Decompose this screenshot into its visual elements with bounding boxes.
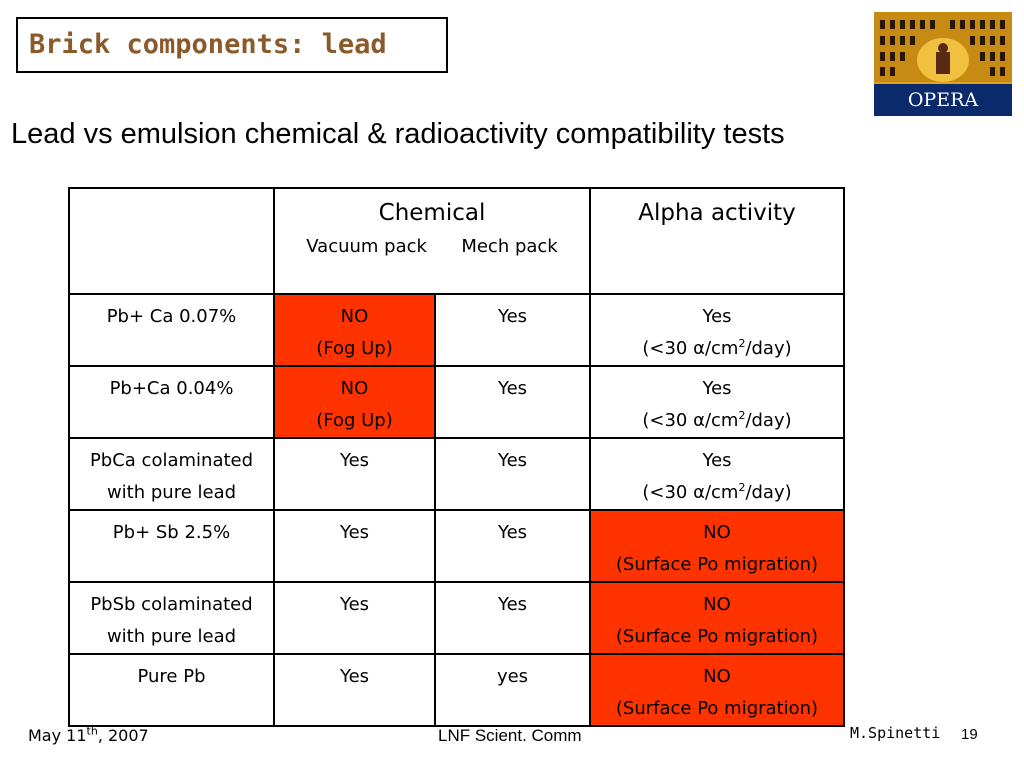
alpha-note-unit: /day) — [745, 338, 792, 359]
alpha-note-exponent: 2 — [738, 337, 746, 350]
header-alpha-activity: Alpha activity — [589, 187, 845, 295]
alpha-result: Yes — [702, 306, 732, 327]
vacuum-result: NO — [340, 306, 369, 327]
mech-result: Yes — [497, 450, 528, 471]
mech-result: Yes — [497, 306, 528, 327]
alpha-activity-cell: Yes (<30 α/cm2/day) — [589, 293, 845, 367]
alpha-activity-cell: NO (Surface Po migration) — [589, 581, 845, 655]
alpha-activity-cell: Yes (<30 α/cm2/day) — [589, 437, 845, 511]
sample-name: Pb+ Sb 2.5% — [112, 522, 231, 543]
mech-pack-cell: yes — [434, 653, 591, 727]
footer-date: May 11th, 2007 — [28, 726, 149, 745]
alpha-note-text: (<30 α/cm — [642, 410, 739, 431]
sample-cell: PbSb colaminated with pure lead — [68, 581, 275, 655]
alpha-note-text: (Surface Po migration) — [615, 698, 819, 719]
footer-date-day: May 11 — [28, 726, 87, 745]
header-chemical: Chemical Vacuum pack Mech pack — [273, 187, 591, 295]
alpha-note: (Surface Po migration) — [593, 549, 841, 581]
alpha-note: (<30 α/cm2/day) — [593, 333, 841, 365]
alpha-activity-cell: NO (Surface Po migration) — [589, 509, 845, 583]
sample-cell: PbCa colaminated with pure lead — [68, 437, 275, 511]
sample-name: Pb+ Ca 0.07% — [106, 306, 237, 327]
alpha-note: (Surface Po migration) — [593, 621, 841, 653]
sample-cell: Pb+ Ca 0.07% — [68, 293, 275, 367]
mech-result: yes — [496, 666, 529, 687]
vacuum-pack-cell: NO (Fog Up) — [273, 365, 436, 439]
page-number: 19 — [961, 726, 978, 743]
vacuum-result: Yes — [339, 666, 370, 687]
alpha-note-text: (<30 α/cm — [642, 338, 739, 359]
header-empty-cell — [68, 187, 275, 295]
vacuum-result: Yes — [339, 450, 370, 471]
mech-result: Yes — [497, 522, 528, 543]
mech-pack-cell: Yes — [434, 581, 591, 655]
table-header-row: Chemical Vacuum pack Mech pack Alpha act… — [68, 187, 845, 295]
vacuum-result: Yes — [339, 522, 370, 543]
vacuum-pack-cell: Yes — [273, 509, 436, 583]
sample-cell: Pure Pb — [68, 653, 275, 727]
vacuum-pack-cell: Yes — [273, 653, 436, 727]
alpha-note: (<30 α/cm2/day) — [593, 477, 841, 509]
alpha-activity-cell: NO (Surface Po migration) — [589, 653, 845, 727]
vacuum-note: (Fog Up) — [316, 338, 393, 359]
compatibility-table: Chemical Vacuum pack Mech pack Alpha act… — [68, 187, 845, 727]
header-subcolumns: Vacuum pack Mech pack — [277, 227, 587, 267]
sample-name: Pure Pb — [137, 666, 206, 687]
slide-title-box: Brick components: lead — [16, 17, 448, 73]
sample-cell: Pb+Ca 0.04% — [68, 365, 275, 439]
alpha-note-exponent: 2 — [738, 409, 746, 422]
alpha-note-text: (<30 α/cm — [642, 482, 739, 503]
footer-date-year: , 2007 — [97, 726, 149, 745]
sample-name: PbCa colaminated — [89, 450, 254, 471]
slide-subtitle: Lead vs emulsion chemical & radioactivit… — [11, 118, 785, 150]
table-row: Pb+ Ca 0.07% NO (Fog Up) Yes Yes (<30 α/cm2/d… — [68, 293, 845, 367]
logo-text: OPERA — [908, 89, 979, 111]
footer-event: LNF Scient. Comm — [438, 726, 582, 745]
opera-logo: OPERA — [874, 12, 1012, 116]
sample-name-line2: with pure lead — [106, 482, 237, 503]
mech-result: Yes — [497, 594, 528, 615]
sample-name: Pb+Ca 0.04% — [109, 378, 234, 399]
alpha-note-text: (Surface Po migration) — [615, 554, 819, 575]
header-vacuum-pack: Vacuum pack — [306, 236, 427, 257]
footer-date-sup: th — [86, 724, 98, 738]
alpha-note-unit: /day) — [745, 482, 792, 503]
alpha-note-unit: /day) — [745, 410, 792, 431]
vacuum-result: Yes — [339, 594, 370, 615]
footer-author: M.Spinetti — [850, 724, 941, 742]
mech-pack-cell: Yes — [434, 365, 591, 439]
alpha-note: (Surface Po migration) — [593, 693, 841, 725]
mech-pack-cell: Yes — [434, 437, 591, 511]
alpha-result: Yes — [702, 378, 732, 399]
table-row: Pure Pb Yes yes NO (Surface Po migration) — [68, 653, 845, 727]
sample-name: PbSb colaminated — [90, 594, 253, 615]
header-chemical-label: Chemical — [378, 200, 486, 226]
header-mech-pack: Mech pack — [461, 236, 558, 257]
table-row: PbSb colaminated with pure lead Yes Yes NO (S… — [68, 581, 845, 655]
alpha-result: NO — [703, 594, 731, 615]
vacuum-result: NO — [340, 378, 369, 399]
alpha-note-text: (Surface Po migration) — [615, 626, 819, 647]
alpha-result: NO — [703, 522, 731, 543]
vacuum-pack-cell: Yes — [273, 581, 436, 655]
alpha-note: (<30 α/cm2/day) — [593, 405, 841, 437]
vacuum-pack-cell: Yes — [273, 437, 436, 511]
alpha-result: NO — [703, 666, 731, 687]
alpha-activity-cell: Yes (<30 α/cm2/day) — [589, 365, 845, 439]
table-row: Pb+ Sb 2.5% Yes Yes NO (Surface Po migration… — [68, 509, 845, 583]
header-alpha-label: Alpha activity — [638, 200, 796, 226]
table-row: Pb+Ca 0.04% NO (Fog Up) Yes Yes (<30 α/cm2/da… — [68, 365, 845, 439]
alpha-note-exponent: 2 — [738, 481, 746, 494]
sample-name-line2: with pure lead — [106, 626, 237, 647]
mech-pack-cell: Yes — [434, 509, 591, 583]
vacuum-pack-cell: NO (Fog Up) — [273, 293, 436, 367]
mech-result: Yes — [497, 378, 528, 399]
alpha-result: Yes — [702, 450, 732, 471]
mech-pack-cell: Yes — [434, 293, 591, 367]
vacuum-note: (Fog Up) — [316, 410, 393, 431]
sample-cell: Pb+ Sb 2.5% — [68, 509, 275, 583]
table-row: PbCa colaminated with pure lead Yes Yes Yes (… — [68, 437, 845, 511]
slide-title: Brick components: lead — [29, 29, 387, 60]
